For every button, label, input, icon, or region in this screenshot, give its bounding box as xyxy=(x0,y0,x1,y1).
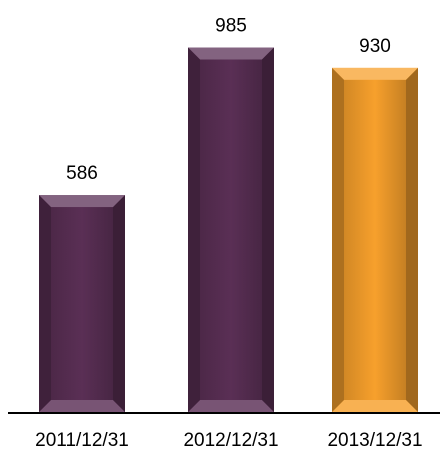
bar-face xyxy=(344,79,406,401)
value-labels-group: 586 985 930 xyxy=(66,16,391,185)
bar-2013/12/31 xyxy=(332,67,418,413)
bar-bevel-right xyxy=(113,195,125,412)
bar-bevel-bottom xyxy=(188,400,274,412)
bar-bevel-bottom xyxy=(39,400,125,412)
x-tick-label: 2012/12/31 xyxy=(183,430,278,451)
bar-bevel-right xyxy=(406,67,418,413)
bar-bevel-top xyxy=(39,195,125,208)
bar-2012/12/31 xyxy=(188,47,274,413)
bar-2011/12/31 xyxy=(39,195,125,412)
bar-bevel-right xyxy=(262,47,274,413)
bar-value-label: 985 xyxy=(215,16,247,37)
x-tick-label: 2011/12/31 xyxy=(35,430,129,451)
x-tick-labels-group: 2011/12/31 2012/12/31 2013/12/31 xyxy=(35,430,422,451)
bar-bevel-left xyxy=(188,47,200,413)
bar-value-label: 930 xyxy=(359,36,391,57)
bar-face xyxy=(200,59,262,401)
bars-group xyxy=(39,47,418,413)
x-tick-label: 2013/12/31 xyxy=(327,430,422,451)
bar-bevel-bottom xyxy=(332,400,418,412)
bar-bevel-top xyxy=(332,67,418,80)
bar-value-label: 586 xyxy=(66,163,98,184)
bar-bevel-left xyxy=(332,67,344,413)
bar-face xyxy=(51,207,113,400)
bar-bevel-top xyxy=(188,47,274,60)
bar-bevel-left xyxy=(39,195,51,412)
